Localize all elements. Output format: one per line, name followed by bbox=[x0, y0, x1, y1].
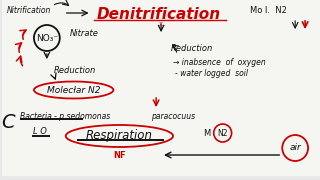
Text: Reduction: Reduction bbox=[54, 66, 96, 75]
Text: → inabsence  of  oxygen: → inabsence of oxygen bbox=[173, 57, 266, 66]
Text: - water logged  soil: - water logged soil bbox=[175, 69, 248, 78]
Text: NF: NF bbox=[113, 150, 126, 159]
Text: Mo l.  N2: Mo l. N2 bbox=[250, 6, 287, 15]
Text: C: C bbox=[1, 112, 15, 132]
Text: air: air bbox=[289, 143, 301, 152]
Text: paracocuus: paracocuus bbox=[151, 111, 195, 120]
Text: Molecłar N2: Molecłar N2 bbox=[47, 86, 100, 94]
Text: Reduction: Reduction bbox=[171, 44, 213, 53]
Text: M: M bbox=[204, 129, 211, 138]
Text: L O: L O bbox=[33, 127, 47, 136]
Text: x: x bbox=[159, 21, 163, 27]
Text: Denitrification: Denitrification bbox=[97, 6, 221, 21]
Text: Nitrate: Nitrate bbox=[70, 28, 99, 37]
Text: N2: N2 bbox=[217, 129, 228, 138]
Text: Nitrification: Nitrification bbox=[7, 6, 52, 15]
Text: Respiration: Respiration bbox=[86, 129, 153, 141]
Text: Bacteria - p sedomonas: Bacteria - p sedomonas bbox=[20, 111, 110, 120]
Text: NO₃⁻: NO₃⁻ bbox=[36, 33, 58, 42]
